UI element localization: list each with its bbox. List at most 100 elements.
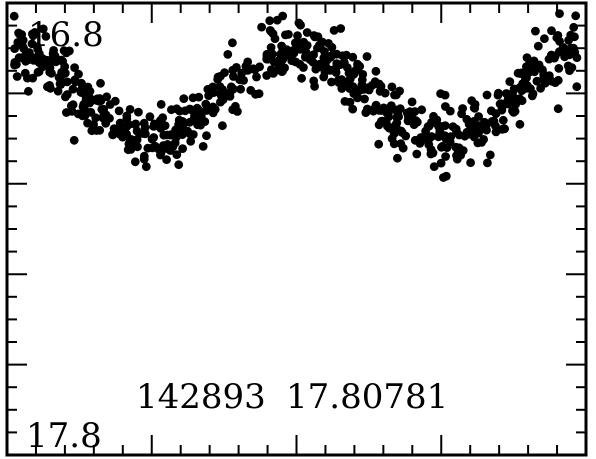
data-point bbox=[48, 53, 58, 63]
data-point bbox=[156, 123, 166, 133]
data-point bbox=[54, 73, 64, 82]
data-point bbox=[395, 104, 405, 114]
data-point bbox=[308, 57, 318, 67]
data-point bbox=[324, 39, 333, 48]
data-point bbox=[533, 41, 543, 51]
data-point bbox=[177, 130, 187, 140]
data-point bbox=[326, 65, 335, 75]
data-point bbox=[45, 81, 54, 90]
data-point bbox=[290, 38, 300, 48]
data-point bbox=[497, 105, 507, 115]
data-point bbox=[252, 72, 261, 82]
data-point bbox=[355, 61, 365, 71]
data-point bbox=[348, 52, 358, 62]
data-point bbox=[358, 83, 368, 92]
data-point bbox=[27, 39, 37, 49]
data-point bbox=[65, 46, 74, 56]
data-point bbox=[319, 72, 329, 82]
data-point bbox=[293, 31, 302, 41]
data-point bbox=[61, 92, 70, 102]
data-point bbox=[105, 113, 114, 123]
data-point bbox=[451, 142, 461, 152]
data-point bbox=[149, 122, 159, 131]
data-point bbox=[83, 118, 92, 128]
data-point bbox=[374, 139, 384, 149]
data-point bbox=[531, 26, 540, 36]
data-point bbox=[344, 68, 354, 78]
data-point bbox=[482, 90, 492, 100]
data-point bbox=[218, 85, 228, 94]
data-point bbox=[340, 97, 350, 106]
data-point bbox=[491, 127, 501, 137]
data-point bbox=[53, 86, 63, 96]
data-point bbox=[133, 142, 142, 152]
data-point bbox=[38, 62, 48, 72]
data-point bbox=[289, 48, 299, 58]
data-point bbox=[569, 22, 579, 32]
data-point bbox=[376, 116, 386, 126]
data-point bbox=[10, 44, 19, 53]
data-point bbox=[493, 90, 503, 100]
data-point bbox=[362, 52, 372, 61]
data-point bbox=[95, 125, 105, 135]
data-point bbox=[208, 102, 218, 112]
data-point bbox=[387, 82, 397, 92]
data-point bbox=[262, 71, 272, 80]
data-point bbox=[159, 141, 168, 150]
data-point bbox=[202, 131, 211, 141]
data-point bbox=[262, 54, 272, 64]
data-point bbox=[122, 111, 132, 121]
data-point bbox=[96, 78, 105, 88]
data-point bbox=[466, 158, 475, 168]
data-point bbox=[483, 158, 492, 168]
y-tick-label-bottom: 17.8 bbox=[26, 416, 102, 456]
data-point bbox=[539, 70, 549, 79]
data-point bbox=[436, 89, 445, 98]
data-point bbox=[24, 86, 33, 96]
data-point bbox=[454, 130, 464, 140]
data-point bbox=[95, 96, 105, 106]
data-point bbox=[434, 132, 443, 142]
data-point bbox=[80, 105, 90, 115]
data-point bbox=[299, 37, 309, 47]
star-id-label: 142893 bbox=[136, 377, 266, 417]
data-point bbox=[236, 84, 246, 94]
data-point bbox=[500, 124, 509, 134]
data-point bbox=[218, 95, 228, 105]
data-point bbox=[119, 127, 128, 137]
data-point bbox=[498, 115, 508, 125]
data-point bbox=[470, 103, 480, 113]
data-point bbox=[60, 62, 70, 71]
data-point bbox=[481, 123, 490, 133]
data-point bbox=[391, 127, 401, 136]
data-point bbox=[351, 86, 361, 96]
data-point bbox=[30, 28, 40, 37]
data-point bbox=[423, 122, 433, 131]
data-point bbox=[360, 94, 369, 104]
data-point bbox=[81, 96, 91, 106]
data-point bbox=[83, 82, 93, 92]
data-point bbox=[487, 117, 497, 126]
data-point bbox=[411, 116, 421, 125]
data-point bbox=[295, 59, 305, 69]
data-point bbox=[339, 58, 349, 68]
data-point bbox=[496, 99, 506, 109]
data-point bbox=[289, 56, 298, 66]
data-point bbox=[265, 16, 275, 26]
data-point bbox=[228, 65, 238, 75]
data-point bbox=[448, 122, 458, 131]
period-label: 17.80781 bbox=[286, 377, 448, 417]
data-point bbox=[338, 51, 348, 61]
data-point bbox=[209, 88, 219, 97]
data-point bbox=[162, 155, 172, 165]
data-point bbox=[445, 106, 455, 116]
data-point bbox=[269, 69, 278, 78]
data-point bbox=[281, 30, 290, 40]
data-point bbox=[20, 68, 30, 78]
data-point bbox=[429, 111, 438, 121]
data-point bbox=[185, 129, 195, 139]
data-point bbox=[186, 136, 196, 146]
data-point bbox=[392, 113, 402, 122]
data-point bbox=[438, 141, 447, 151]
